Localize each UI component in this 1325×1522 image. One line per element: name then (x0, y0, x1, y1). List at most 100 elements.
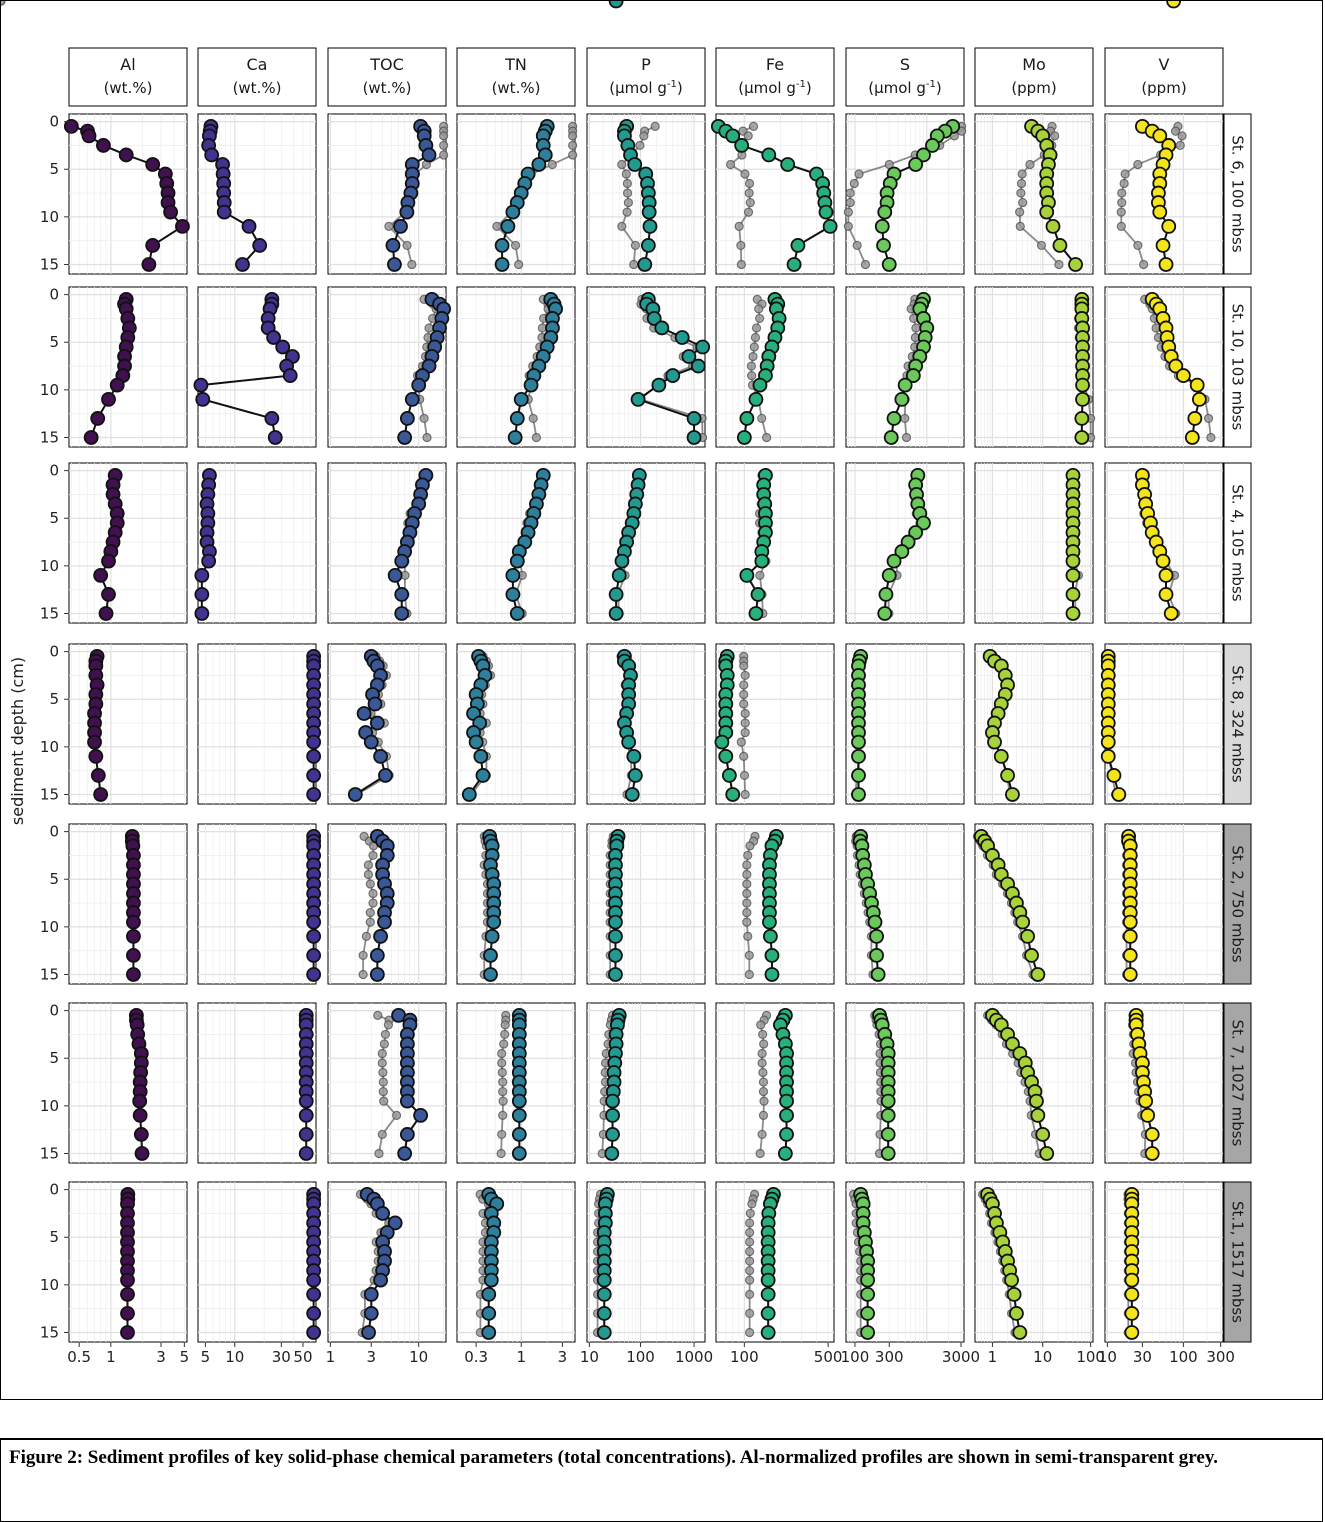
data-point (369, 715, 385, 731)
x-tick-label-TN: 1 (516, 1348, 526, 1366)
normalized-point (852, 240, 862, 251)
normalized-point (744, 969, 754, 980)
data-point (877, 606, 893, 621)
data-point (916, 515, 931, 531)
data-point (1065, 553, 1081, 569)
panel-Ca-row-2 (193, 286, 317, 448)
panel-Ca-row-7 (197, 1181, 322, 1343)
column-title-TOC: TOC (369, 55, 404, 74)
data-point (876, 238, 891, 253)
normalized-point (747, 1199, 757, 1209)
normalized-point (757, 1058, 767, 1068)
data-point (483, 967, 498, 982)
data-point (507, 430, 523, 445)
normalized-point (1139, 259, 1149, 270)
data-point (1039, 204, 1055, 220)
data-point (905, 368, 921, 383)
column-unit-Al: (wt.%) (104, 79, 153, 97)
panel-Al-row-6 (68, 1002, 188, 1164)
station-label-6: St. 7, 1027 mbss (1229, 1020, 1247, 1147)
data-point (1065, 567, 1081, 583)
normalized-point (736, 240, 746, 251)
data-point (748, 606, 764, 621)
data-point (306, 1286, 322, 1302)
data-point (194, 606, 210, 621)
panel-TOC-row-3 (327, 462, 447, 624)
normalized-point (759, 1039, 769, 1049)
data-point (608, 967, 623, 982)
normalized-point (623, 197, 633, 208)
panel-Al-row-4 (68, 643, 188, 805)
station-label-5: St. 2, 750 mbss (1229, 845, 1247, 962)
normalized-point (383, 1020, 394, 1030)
panel-TN-row-4 (456, 643, 576, 805)
data-point (596, 1306, 612, 1321)
panel-V-row-3 (1, 1, 1224, 624)
data-point (298, 1107, 314, 1123)
panel-Mo-row-7 (974, 1181, 1094, 1343)
column-header-TOC (327, 47, 447, 107)
column-unit-TN: (wt.%) (492, 79, 541, 97)
figure-caption: Figure 2: Sediment profiles of key solid… (9, 1447, 1219, 1468)
normalized-point (1203, 413, 1214, 424)
station-strip-5 (1223, 823, 1252, 985)
data-point (621, 734, 637, 750)
panel-TOC-row-7 (327, 1181, 447, 1343)
data-point (608, 914, 623, 930)
panel-TN-row-3 (456, 462, 576, 624)
data-point (908, 157, 924, 172)
data-point (394, 587, 410, 602)
data-point (306, 787, 322, 802)
x-tick-label-Mo: 100 (1076, 1348, 1105, 1366)
data-point (1163, 606, 1179, 621)
data-point (686, 430, 702, 445)
data-point (1068, 257, 1083, 272)
normalized-point (740, 789, 750, 800)
data-point (356, 706, 372, 721)
panel-TOC-row-2 (327, 286, 452, 448)
data-point (1124, 1306, 1140, 1321)
data-point (1122, 948, 1138, 963)
normalized-point (736, 737, 746, 747)
x-tick-label-Fe: 100 (730, 1348, 759, 1366)
panel-Ca-row-4 (197, 643, 322, 805)
column-unit-P: (µmol g-1) (609, 79, 683, 97)
normalized-point (568, 140, 578, 151)
data-point (475, 768, 491, 783)
data-point (363, 1306, 379, 1321)
y-tick-label: 5 (49, 509, 59, 527)
data-point (714, 734, 730, 750)
data-point (739, 567, 755, 583)
data-point (605, 1107, 620, 1123)
normalized-point (629, 259, 639, 270)
normalized-point (739, 751, 749, 761)
data-point (880, 1127, 896, 1142)
panel-Ca-row-6 (197, 1002, 317, 1164)
data-point (878, 587, 894, 602)
data-point (126, 914, 141, 930)
data-point (881, 257, 897, 272)
y-tick-label: 10 (40, 208, 59, 226)
normalized-point (743, 131, 753, 141)
data-point (1122, 928, 1138, 944)
data-point (908, 525, 924, 540)
data-point (126, 928, 141, 944)
normalized-point (745, 1275, 755, 1285)
data-point (145, 238, 161, 253)
panel-P-row-5 (586, 823, 706, 985)
data-point (725, 787, 741, 802)
normalized-point (1016, 188, 1026, 198)
x-tick-label-Al: 0.5 (67, 1348, 91, 1366)
normalized-point (845, 197, 855, 208)
station-strip-2 (1223, 286, 1252, 448)
panel-V-row-5 (1104, 823, 1224, 985)
data-point (509, 411, 525, 426)
normalized-point (748, 351, 758, 362)
data-point (1030, 967, 1046, 982)
normalized-point (1036, 240, 1047, 251)
data-point (640, 238, 656, 253)
data-point (1155, 238, 1171, 253)
column-title-P: P (641, 55, 651, 74)
data-point (494, 238, 510, 253)
panel-TN-row-7 (456, 1181, 576, 1343)
